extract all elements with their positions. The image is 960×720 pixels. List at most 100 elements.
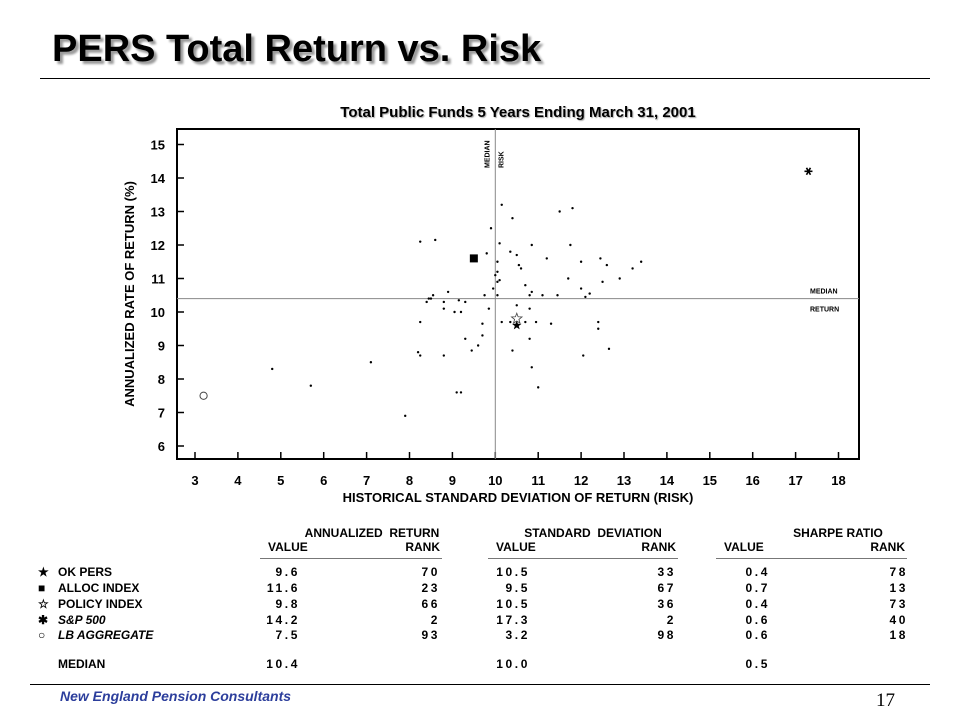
fund-point — [515, 304, 518, 307]
fund-point — [597, 327, 600, 330]
fund-point — [431, 294, 435, 297]
fund-point — [534, 320, 538, 324]
x-tick-label: 9 — [449, 473, 456, 488]
fund-point — [419, 240, 422, 243]
fund-point — [571, 206, 574, 210]
fund-point — [530, 290, 533, 294]
stat-header-rule — [716, 558, 907, 559]
stat-rank: 2 — [430, 613, 440, 627]
fund-point — [309, 384, 313, 387]
x-tick-label: 16 — [745, 473, 759, 488]
fund-point — [599, 257, 602, 260]
x-tick-label: 17 — [788, 473, 802, 488]
fund-point — [457, 299, 461, 302]
fund-point — [515, 253, 518, 257]
fund-point — [485, 252, 488, 255]
x-tick-label: 18 — [831, 473, 845, 488]
fund-point — [519, 267, 523, 270]
y-axis-label: ANNUALIZED RATE OF RETURN (%) — [122, 181, 137, 407]
risk-return-scatter-chart: Total Public Funds 5 Years Ending March … — [122, 104, 860, 505]
stat-value-header: VALUE — [268, 540, 308, 554]
stat-rank: 18 — [889, 628, 908, 642]
stat-rank: 13 — [889, 581, 908, 595]
y-tick-label: 7 — [158, 406, 165, 421]
stat-row-marker-icon: ✱ — [38, 613, 49, 627]
fund-point — [487, 307, 491, 310]
fund-point — [597, 320, 600, 324]
fund-point — [528, 307, 531, 310]
stat-rank-header: RANK — [870, 540, 905, 554]
fund-point — [530, 243, 533, 247]
y-tick-label: 11 — [151, 272, 165, 287]
x-tick-label: 3 — [191, 473, 198, 488]
fund-point — [556, 294, 559, 297]
fund-point — [498, 278, 501, 282]
stat-row-marker-icon: ○ — [38, 628, 46, 642]
fund-point — [588, 292, 591, 295]
stat-value: 10.5 — [496, 597, 530, 611]
x-tick-label: 8 — [406, 473, 413, 488]
fund-point — [601, 280, 604, 284]
stat-rank-header: RANK — [641, 540, 676, 554]
median-risk-label: RISK — [498, 151, 505, 168]
fund-point — [453, 310, 456, 314]
fund-point — [537, 386, 540, 389]
x-tick-label: 5 — [277, 473, 284, 488]
stat-rank: 70 — [421, 565, 440, 579]
fund-point — [419, 354, 422, 357]
stat-value: 0.6 — [745, 613, 770, 627]
fund-point — [427, 297, 431, 300]
stat-value-header: VALUE — [496, 540, 536, 554]
fund-point — [481, 334, 484, 337]
stat-rank: 2 — [666, 613, 676, 627]
stat-value: 9.6 — [275, 565, 300, 579]
stat-rank: 78 — [889, 565, 908, 579]
stat-rank: 23 — [421, 581, 440, 595]
y-tick-label: 15 — [151, 138, 165, 153]
fund-point — [541, 294, 544, 297]
fund-point — [496, 270, 499, 273]
fund-point — [517, 263, 521, 267]
fund-point — [607, 347, 611, 351]
median-return-label: MEDIAN — [810, 289, 838, 296]
fund-point — [509, 320, 512, 324]
stat-rank: 93 — [421, 628, 440, 642]
fund-point — [496, 280, 499, 284]
fund-point — [416, 351, 420, 354]
stat-row-label: POLICY INDEX — [58, 597, 143, 611]
stat-value: 9.8 — [275, 597, 300, 611]
lb-aggregate-marker — [199, 391, 208, 400]
fund-point — [419, 320, 422, 324]
page-title: PERS Total Return vs. Risk — [52, 28, 542, 70]
stat-group-title: ANNUALIZED RETURN — [304, 526, 440, 540]
stat-row-label: ALLOC INDEX — [58, 581, 140, 595]
x-tick-label: 6 — [320, 473, 327, 488]
fund-point — [459, 391, 463, 394]
chart-title: Total Public Funds 5 Years Ending March … — [340, 104, 695, 121]
stat-rank: 33 — [657, 565, 676, 579]
stat-rank: 67 — [657, 581, 676, 595]
stat-value: 11.6 — [266, 581, 300, 595]
x-tick-label: 10 — [488, 473, 502, 488]
stat-value: 9.5 — [505, 581, 530, 595]
fund-point — [618, 277, 621, 280]
fund-point — [528, 294, 531, 297]
stat-row-marker-icon: ☆ — [38, 597, 49, 611]
fund-point — [511, 217, 514, 220]
stat-value: 0.6 — [745, 628, 770, 642]
y-tick-label: 13 — [151, 205, 165, 220]
fund-point — [579, 287, 583, 290]
fund-point — [524, 320, 527, 324]
median-return-label: RETURN — [810, 307, 839, 314]
stat-row-label: OK PERS — [58, 565, 113, 579]
fund-point — [481, 322, 484, 325]
fund-point — [425, 300, 428, 304]
stat-value: 0.4 — [745, 565, 770, 579]
fund-point — [429, 297, 433, 300]
median-risk-label: MEDIAN — [484, 140, 491, 168]
ok-pers-marker — [512, 320, 522, 330]
stat-rank: 66 — [421, 597, 440, 611]
fund-point — [464, 300, 467, 304]
stat-rank: 40 — [889, 613, 908, 627]
fund-point — [483, 294, 486, 297]
